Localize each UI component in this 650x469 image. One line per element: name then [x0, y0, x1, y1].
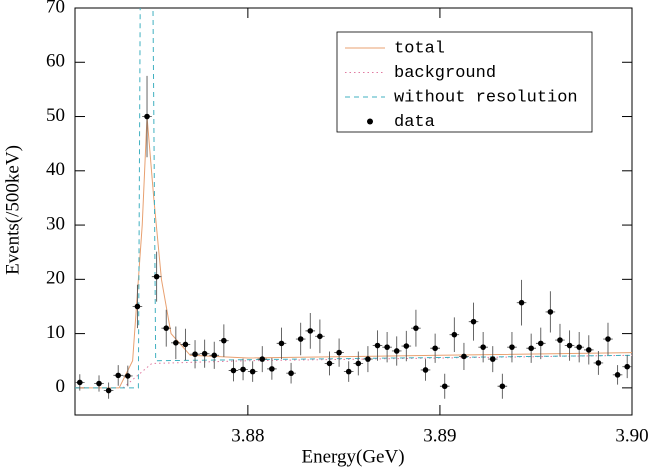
data-point — [480, 344, 486, 350]
data-point — [317, 333, 323, 340]
data-point — [288, 370, 294, 377]
data-point — [230, 367, 237, 374]
data-point — [144, 113, 150, 120]
data-point — [576, 344, 582, 350]
data-point — [614, 372, 621, 378]
y-tick-label: 40 — [46, 159, 65, 180]
data-point — [240, 366, 246, 373]
data-point — [557, 337, 563, 343]
data-point — [384, 344, 390, 350]
data-point — [173, 340, 179, 346]
plot-area — [75, 8, 632, 399]
data-point — [518, 299, 525, 306]
y-tick-label: 30 — [46, 213, 65, 234]
data-point — [105, 387, 112, 394]
data-point — [115, 372, 122, 379]
x-axis-label: Energy(GeV) — [301, 446, 404, 467]
data-point — [624, 363, 630, 370]
data-point — [269, 366, 275, 372]
data-point — [605, 336, 611, 342]
data-point — [355, 360, 362, 367]
data-point — [499, 383, 506, 390]
data-point — [134, 303, 141, 310]
y-tick-label: 60 — [46, 51, 65, 72]
y-tick-label: 10 — [46, 322, 65, 343]
data-point — [259, 356, 266, 362]
legend-label: without resolution — [394, 88, 578, 107]
data-point — [182, 341, 189, 348]
y-tick-label: 70 — [46, 0, 65, 17]
data-point — [201, 350, 208, 357]
data-point — [374, 342, 381, 349]
data-point — [365, 356, 371, 362]
data-point — [125, 373, 131, 379]
data-point — [547, 309, 554, 315]
y-tick-label: 0 — [56, 376, 66, 397]
legend-marker — [367, 118, 373, 125]
data-point — [345, 368, 352, 375]
data-point — [432, 345, 438, 352]
data-point — [163, 325, 170, 331]
data-point — [307, 328, 314, 334]
data-point — [441, 383, 448, 390]
data-point — [470, 318, 477, 325]
data-point — [211, 352, 218, 359]
data-point — [153, 273, 160, 280]
data-point — [77, 379, 83, 386]
y-tick-label: 20 — [46, 268, 65, 289]
data-point — [509, 344, 515, 350]
data-point — [566, 342, 573, 349]
data-point — [192, 351, 198, 358]
data-point — [221, 337, 227, 344]
y-tick-label: 50 — [46, 105, 65, 126]
data-point — [336, 349, 342, 356]
data-point — [461, 353, 467, 360]
data-point — [297, 336, 304, 342]
data-point — [413, 325, 419, 331]
legend-box — [336, 31, 593, 133]
data-point — [326, 360, 333, 367]
data-point — [537, 340, 544, 347]
plot-frame — [74, 7, 633, 416]
x-tick-label: 3.90 — [615, 425, 648, 446]
y-axis-label: Events(/500keV) — [2, 145, 23, 275]
data-point — [585, 347, 592, 353]
data-point — [278, 340, 285, 347]
data-point — [451, 331, 458, 338]
data-point — [96, 380, 102, 387]
data-point — [393, 348, 400, 354]
x-tick-label: 3.88 — [231, 425, 264, 446]
data-point — [489, 356, 496, 362]
data-point — [528, 345, 534, 352]
data-point — [422, 367, 429, 373]
legend-label: total — [394, 39, 445, 58]
x-tick-label: 3.89 — [423, 425, 456, 446]
data-point — [403, 343, 410, 349]
curve — [75, 116, 632, 389]
data-point — [249, 368, 256, 375]
data-point — [595, 360, 602, 366]
legend-label: data — [394, 113, 435, 132]
legend-label: background — [394, 64, 496, 83]
